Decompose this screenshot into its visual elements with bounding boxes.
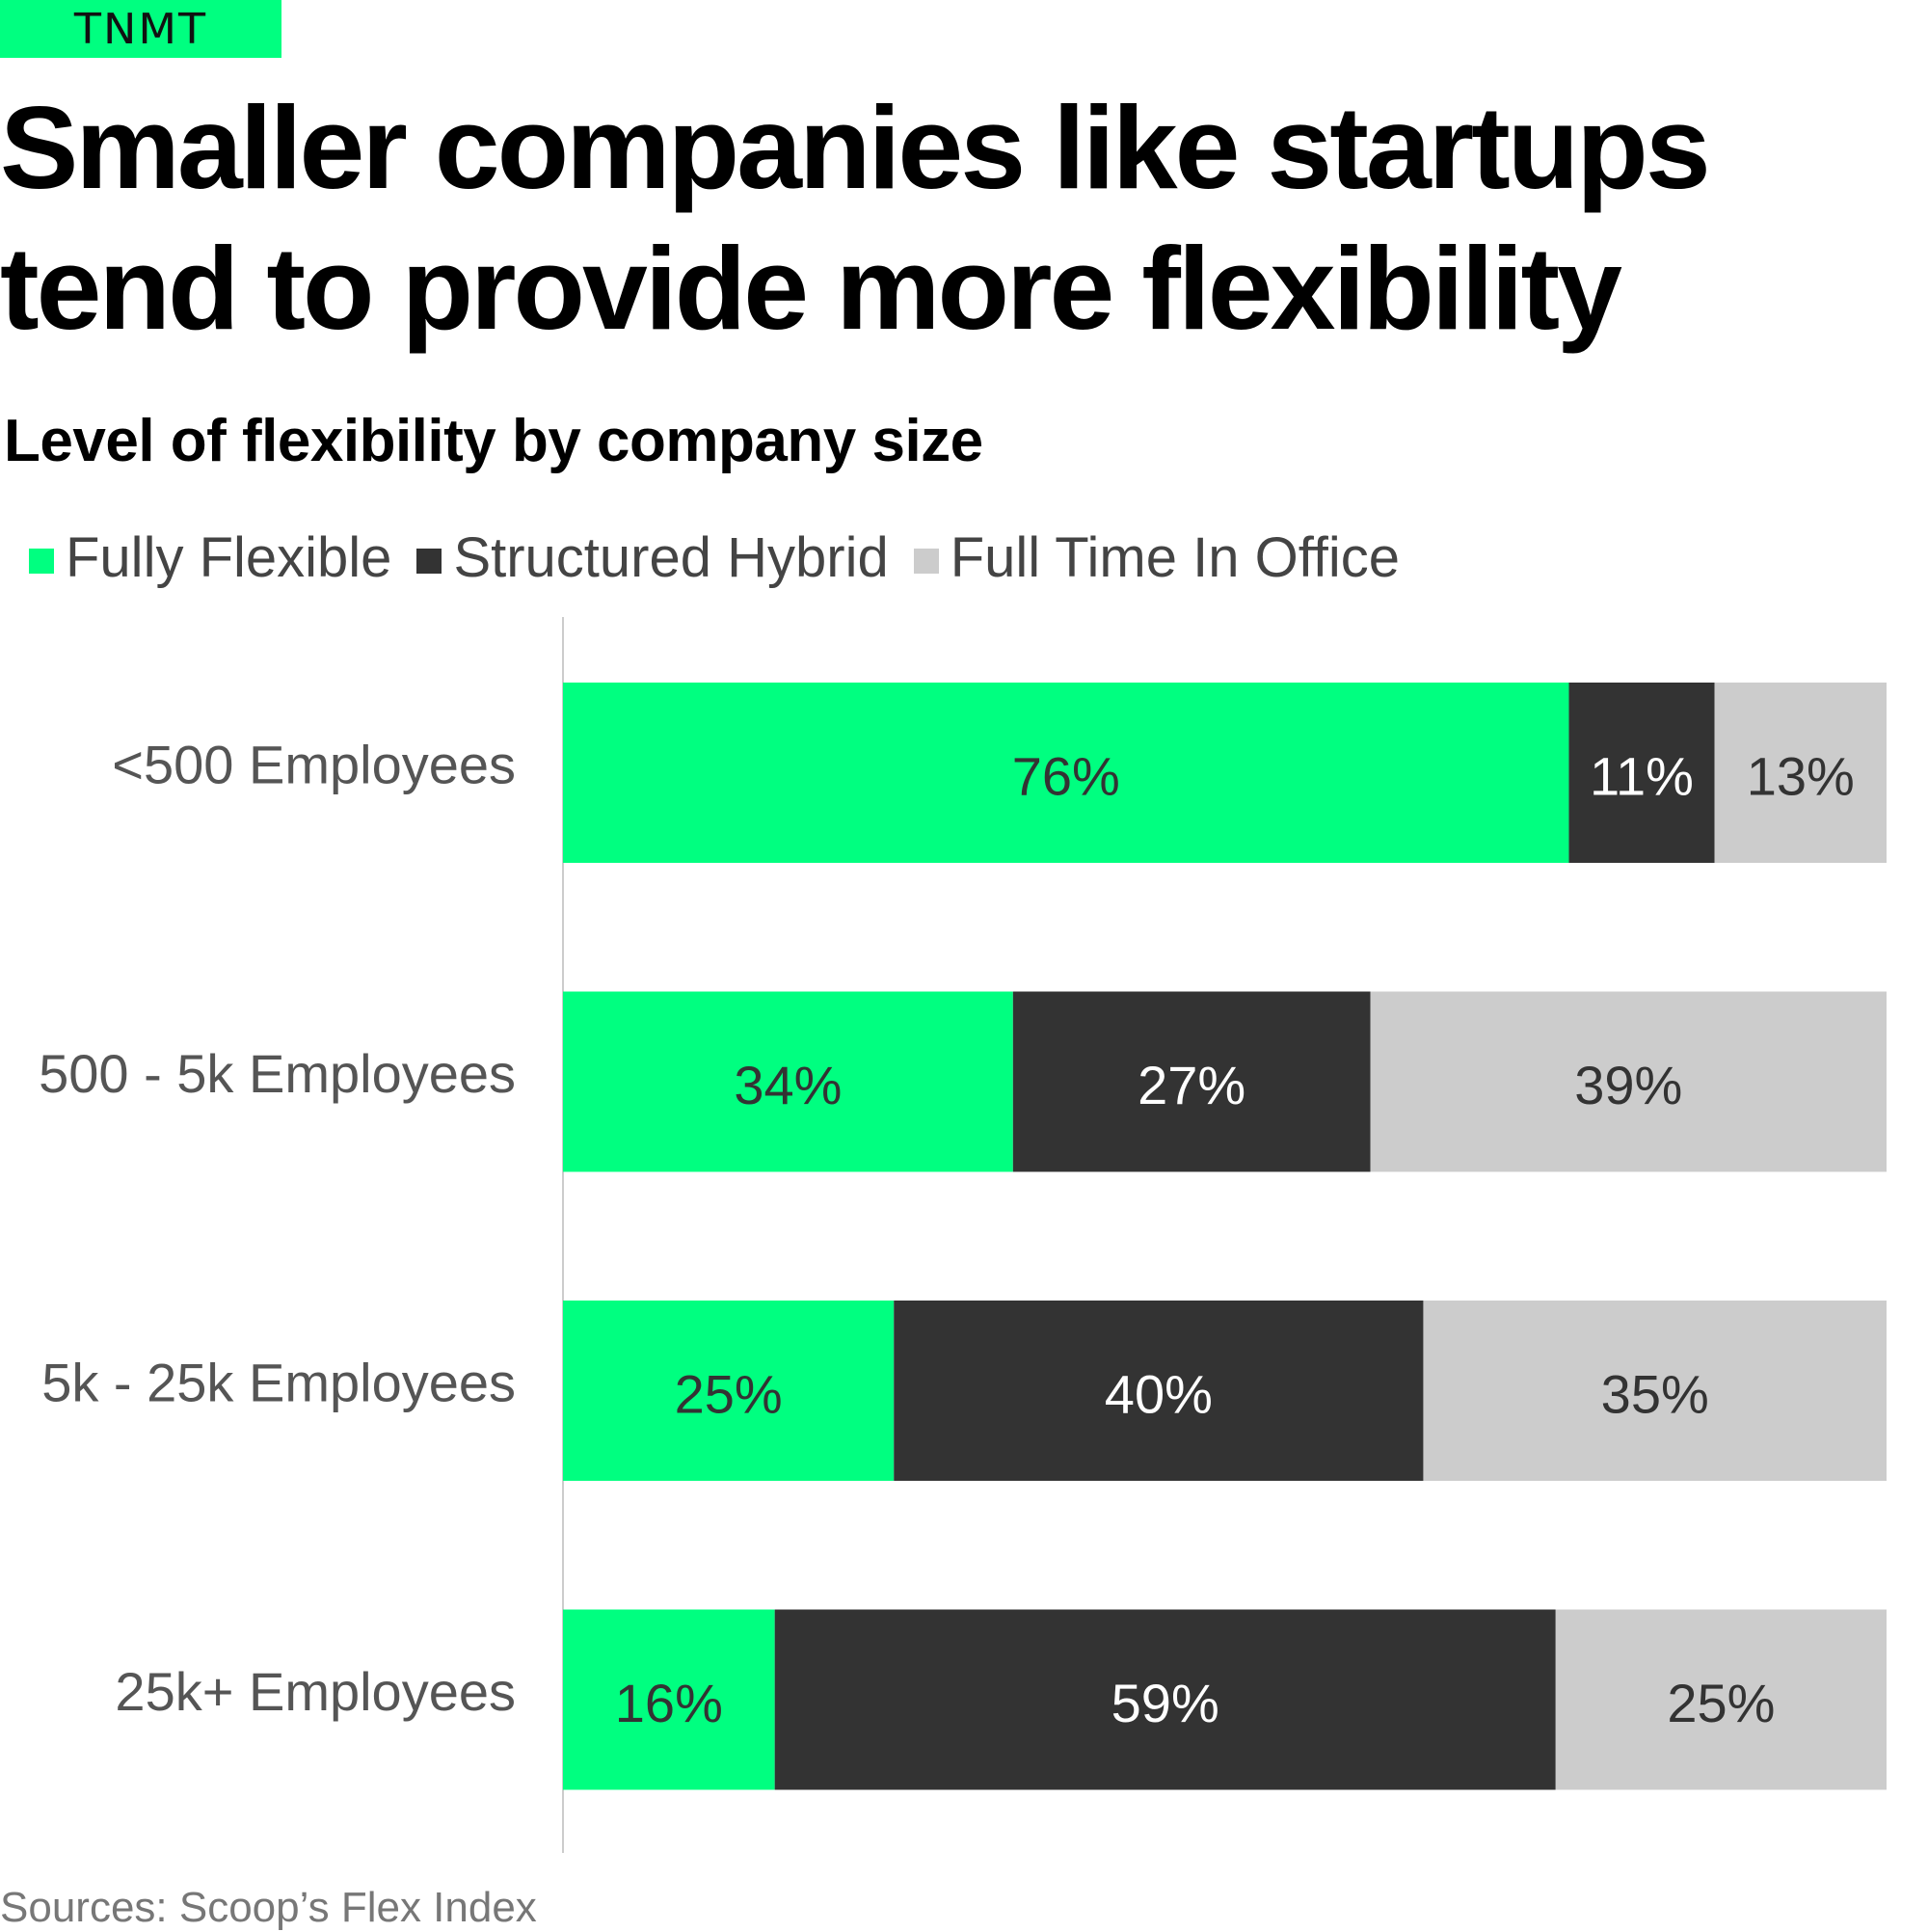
data-label: 13%: [1747, 745, 1855, 806]
category-label: <500 Employees: [112, 734, 516, 794]
legend-swatch-fully-flexible: [29, 548, 54, 574]
data-label: 76%: [1012, 745, 1120, 806]
brand-logo: TNMT: [0, 0, 281, 58]
bar-segment: [1555, 1609, 1887, 1790]
category-label: 500 - 5k Employees: [39, 1043, 516, 1104]
data-label: 59%: [1111, 1673, 1219, 1733]
data-label: 27%: [1138, 1055, 1245, 1115]
legend-item-full-time-in-office: Full Time In Office: [913, 525, 1401, 590]
bar-segment: [894, 1301, 1424, 1481]
stacked-bar-chart: <500 Employees 76% 11% 13% 500 - 5k Employee…: [39, 617, 1887, 1853]
bar-segment: [1568, 683, 1715, 863]
legend-swatch-structured-hybrid: [416, 548, 442, 574]
bar-segment: [563, 991, 1013, 1172]
chart-title: Level of flexibility by company size: [4, 408, 983, 474]
legend-label-structured-hybrid: Structured Hybrid: [453, 526, 889, 589]
bar-segment: [1370, 991, 1887, 1172]
bar-segment: [774, 1609, 1556, 1790]
data-label: 40%: [1105, 1363, 1213, 1424]
data-label: 25%: [1667, 1673, 1775, 1733]
bar-segment: [1012, 991, 1371, 1172]
legend-label-fully-flexible: Fully Flexible: [66, 526, 392, 589]
legend-item-fully-flexible: Fully Flexible: [29, 525, 391, 590]
bar-segment: [1714, 683, 1887, 863]
legend-item-structured-hybrid: Structured Hybrid: [416, 525, 889, 590]
bar-segment: [563, 1609, 775, 1790]
data-label: 35%: [1601, 1363, 1709, 1424]
data-label: 16%: [615, 1673, 723, 1733]
source-note: Sources: Scoop’s Flex Index: [0, 1884, 537, 1931]
legend-swatch-full-time-in-office: [913, 548, 939, 574]
category-label: 5k - 25k Employees: [41, 1352, 516, 1412]
bar-segment: [1423, 1301, 1887, 1481]
data-label: 34%: [734, 1055, 842, 1115]
headline: Smaller companies like startups tend to …: [0, 82, 1711, 354]
data-label: 11%: [1590, 745, 1694, 806]
chart-legend: Fully Flexible Structured Hybrid Full Ti…: [29, 525, 1425, 590]
category-label: 25k+ Employees: [115, 1661, 516, 1722]
data-label: 39%: [1574, 1055, 1682, 1115]
legend-label-full-time-in-office: Full Time In Office: [950, 526, 1401, 589]
data-label: 25%: [675, 1363, 783, 1424]
brand-logo-text: TNMT: [73, 4, 208, 54]
bar-segment: [563, 683, 1569, 863]
bar-segment: [563, 1301, 895, 1481]
